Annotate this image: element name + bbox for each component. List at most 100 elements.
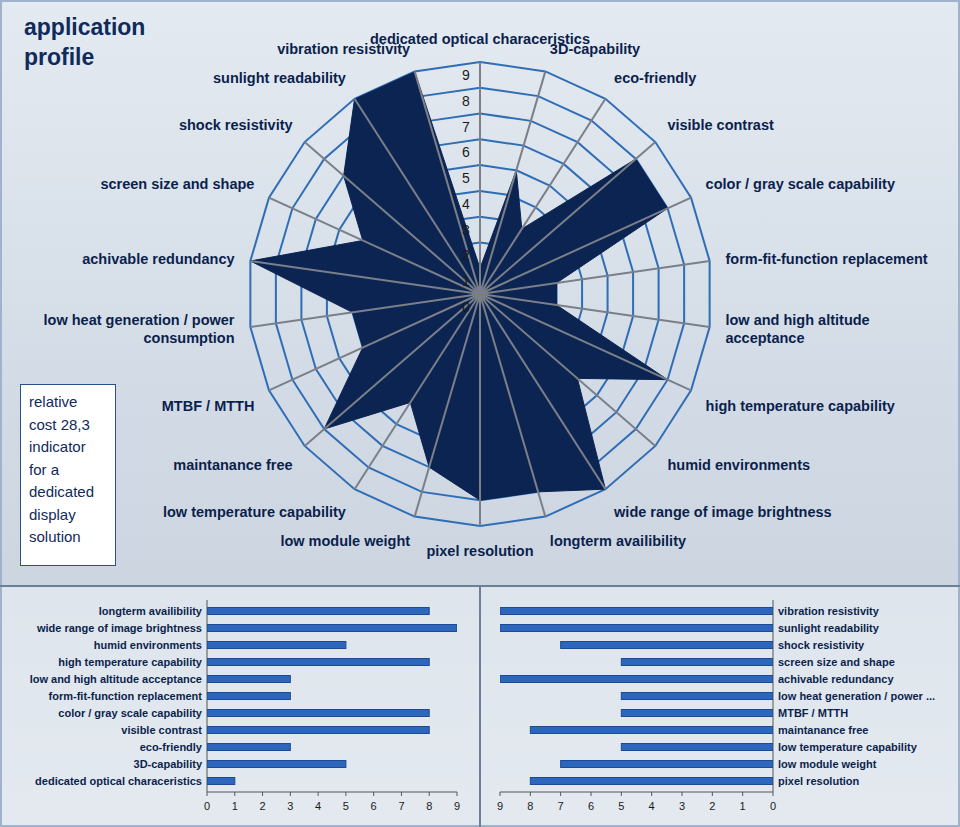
category-label: visible contrast xyxy=(121,724,202,736)
category-label: vibration resistivity xyxy=(778,605,880,617)
tick xyxy=(742,792,743,796)
tick-label: 8 xyxy=(426,800,432,812)
category-label: sunlight readability xyxy=(778,622,880,634)
spoke xyxy=(415,294,480,517)
bar xyxy=(207,693,290,700)
tick xyxy=(457,792,458,796)
bar xyxy=(207,625,457,632)
bar xyxy=(561,761,773,768)
spoke xyxy=(480,294,605,489)
tick-label: 0 xyxy=(770,800,776,812)
tick xyxy=(401,792,402,796)
spoke xyxy=(480,142,655,294)
tick-label: 4 xyxy=(462,196,470,212)
axis-label: wide range of image brightness xyxy=(613,504,832,520)
divider xyxy=(479,586,481,827)
tick-label: 9 xyxy=(462,67,470,83)
tick-label: 7 xyxy=(462,119,470,135)
axis-label: high temperature capability xyxy=(706,398,895,414)
category-label: dedicated optical characeristics xyxy=(35,775,202,787)
spoke xyxy=(355,99,480,294)
tick-label: 1 xyxy=(462,273,470,289)
spoke xyxy=(480,294,545,517)
bar xyxy=(530,778,773,785)
tick xyxy=(234,792,235,796)
axis-label-line: maintanance free xyxy=(173,457,292,473)
axis-label-line: achivable redundancy xyxy=(82,251,234,267)
axis-label: low module weight xyxy=(280,533,410,549)
tick-label: 6 xyxy=(371,800,377,812)
bar xyxy=(561,642,773,649)
tick-label: 2 xyxy=(259,800,265,812)
category-label: low and high altitude acceptance xyxy=(30,673,202,685)
category-label: humid environments xyxy=(94,639,202,651)
axis-label-line: visible contrast xyxy=(667,117,774,133)
tick xyxy=(712,792,713,796)
annotation: relative cost 28,3 indicator for a dedic… xyxy=(20,384,116,566)
category-label: MTBF / MTTH xyxy=(778,707,848,719)
tick xyxy=(651,792,652,796)
category-label: achivable redundancy xyxy=(778,673,894,685)
title: application profile xyxy=(24,12,184,72)
x-axis xyxy=(207,792,457,793)
tick-label: 1 xyxy=(232,800,238,812)
axis-label: sunlight readability xyxy=(213,70,346,86)
tick xyxy=(773,792,774,796)
radar-spokes xyxy=(250,62,709,526)
axis-label: form-fit-function replacement xyxy=(725,251,927,267)
spoke xyxy=(250,294,480,327)
tick-label: 1 xyxy=(740,800,746,812)
tick xyxy=(290,792,291,796)
tick-label: 0 xyxy=(462,299,470,315)
axis-label-line: low temperature capability xyxy=(163,504,346,520)
bar xyxy=(207,676,290,683)
tick xyxy=(318,792,319,796)
spoke xyxy=(305,294,480,446)
tick xyxy=(500,792,501,796)
bars xyxy=(500,608,773,785)
tick-label: 8 xyxy=(462,93,470,109)
bar xyxy=(207,659,429,666)
bar xyxy=(621,710,773,717)
axis-label: shock resistivity xyxy=(179,117,293,133)
tick-label: 6 xyxy=(588,800,594,812)
category-label: 3D-capability xyxy=(134,758,203,770)
radar-data xyxy=(250,71,667,500)
bar xyxy=(621,693,773,700)
category-label: high temperature capability xyxy=(58,656,203,668)
axis-label-line: acceptance xyxy=(725,330,804,346)
axis-label: low heat generation / powerconsumption xyxy=(44,312,235,346)
tick xyxy=(429,792,430,796)
axis-label: vibration resistivity xyxy=(277,41,410,57)
bar xyxy=(500,625,773,632)
chart-canvas: 0 1 2 3 4 5 6 7 8 9 dedicated optical characeristi… xyxy=(0,0,960,827)
tick xyxy=(591,792,592,796)
bar xyxy=(500,676,773,683)
tick-label: 9 xyxy=(497,800,503,812)
bar xyxy=(621,659,773,666)
tick-label: 2 xyxy=(709,800,715,812)
axis-label-line: consumption xyxy=(143,330,234,346)
bar xyxy=(207,761,346,768)
tick-label: 8 xyxy=(527,800,533,812)
category-label: eco-friendly xyxy=(140,741,203,753)
tick-label: 3 xyxy=(679,800,685,812)
spoke xyxy=(479,294,481,526)
category-label: form-fit-function replacement xyxy=(49,690,203,702)
bar xyxy=(207,642,346,649)
category-label: longterm availibility xyxy=(99,605,203,617)
radar-grid xyxy=(250,62,709,526)
tick-label: 5 xyxy=(462,170,470,186)
bar xyxy=(621,744,773,751)
axis-label-line: low and high altitude xyxy=(725,312,869,328)
spoke xyxy=(480,261,710,294)
category-label: color / gray scale capability xyxy=(58,707,203,719)
tick-label: 0 xyxy=(204,800,210,812)
grid-ring xyxy=(250,62,709,526)
axis-label: maintanance free xyxy=(173,457,292,473)
axis-label: visible contrast xyxy=(667,117,774,133)
axis-label-line: screen size and shape xyxy=(100,176,254,192)
background: 0 1 2 3 4 5 6 7 8 9 dedicated optical characeristi… xyxy=(0,0,960,827)
tick xyxy=(560,792,561,796)
category-label: pixel resolution xyxy=(778,775,860,787)
